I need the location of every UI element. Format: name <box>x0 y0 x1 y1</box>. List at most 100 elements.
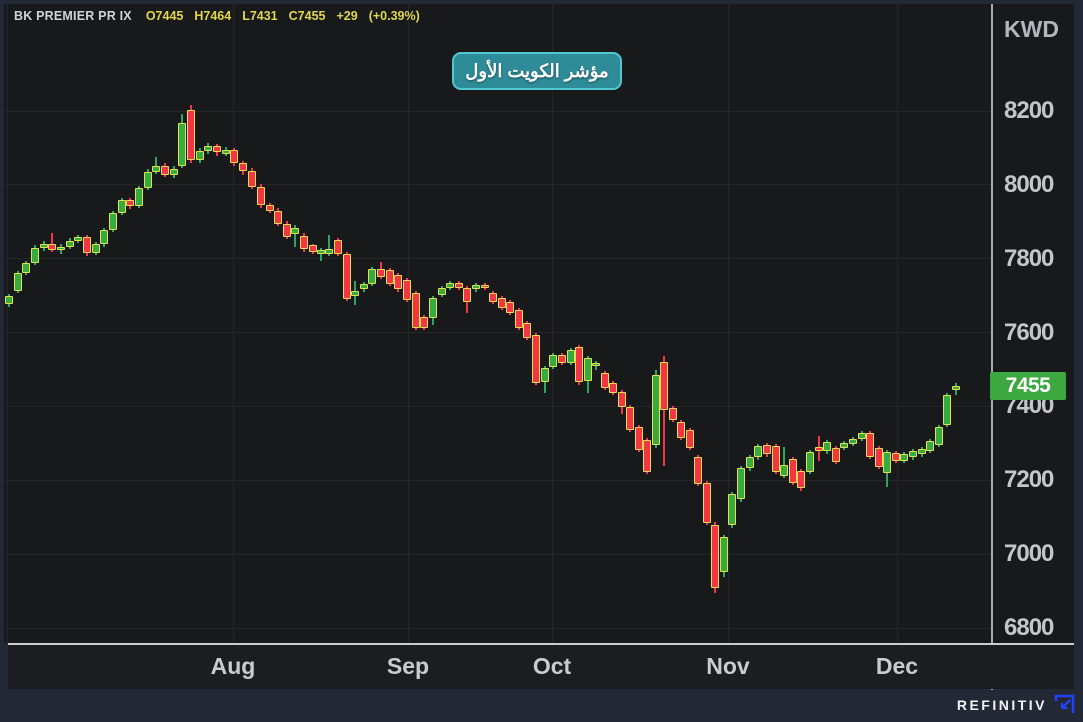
candle <box>943 394 951 425</box>
candle <box>230 150 238 164</box>
candle <box>515 310 523 329</box>
h-gridline <box>0 553 991 555</box>
branding-text: REFINITIV <box>956 696 1047 713</box>
window-edge-left <box>0 0 4 643</box>
candle-wick <box>783 447 785 479</box>
candle <box>746 457 754 469</box>
v-gridline <box>728 0 729 643</box>
candle <box>360 284 368 290</box>
candle <box>618 392 626 408</box>
candle <box>196 150 204 161</box>
candle <box>823 441 831 452</box>
candle <box>909 451 917 458</box>
index-name-text: مؤشر الكويت الأول <box>465 60 609 81</box>
candle <box>325 249 333 254</box>
index-name-badge: مؤشر الكويت الأول <box>452 52 622 90</box>
last-price-badge: 7455 <box>990 372 1066 400</box>
candle <box>523 322 531 339</box>
candle <box>952 386 960 390</box>
open-value: O7445 <box>145 9 184 23</box>
v-gridline <box>408 0 409 643</box>
candle <box>481 284 489 289</box>
candle <box>609 383 617 394</box>
candle <box>489 293 497 302</box>
candle-wick <box>155 156 157 175</box>
candle <box>463 288 471 303</box>
candle <box>386 270 394 285</box>
chart-background <box>0 0 1083 643</box>
candle <box>575 347 583 383</box>
candle <box>377 269 385 278</box>
h-gridline <box>0 405 991 407</box>
candle <box>754 446 762 458</box>
candle <box>343 254 351 299</box>
candle <box>935 427 943 446</box>
candle <box>558 355 566 363</box>
candle <box>135 187 143 207</box>
candle <box>213 146 221 153</box>
candle <box>83 237 91 254</box>
x-axis-strip[interactable]: Aug Sep Oct Nov Dec <box>8 645 1074 689</box>
candle <box>858 433 866 440</box>
candle <box>592 362 600 367</box>
y-axis-separator <box>991 0 993 690</box>
x-axis-tick: Dec <box>875 653 919 679</box>
candle <box>92 244 100 254</box>
candle <box>498 297 506 308</box>
candle <box>48 244 56 250</box>
candle <box>677 421 685 438</box>
candle <box>567 349 575 363</box>
candle <box>14 272 22 292</box>
candle <box>626 407 634 431</box>
x-axis-tick: Sep <box>386 653 430 679</box>
candle <box>780 464 788 476</box>
candle <box>394 274 402 290</box>
y-axis-tick: 7600 <box>1004 318 1054 346</box>
candle <box>204 146 212 151</box>
net-change: +29 <box>336 9 358 23</box>
y-axis-tick: 8000 <box>1004 170 1054 198</box>
v-gridline <box>552 0 553 643</box>
candle <box>643 440 651 473</box>
bottom-bar: REFINITIV <box>0 690 1083 722</box>
candle <box>283 223 291 237</box>
candle <box>257 186 265 206</box>
candle <box>412 293 420 329</box>
price-chart-canvas[interactable] <box>0 0 991 643</box>
branding: REFINITIV <box>957 694 1075 715</box>
last-price-value: 7455 <box>1005 374 1051 397</box>
y-axis-tick: 8200 <box>1004 97 1054 124</box>
candle <box>789 458 797 484</box>
candle <box>368 269 376 285</box>
candle <box>429 297 437 319</box>
x-axis-tick: Aug <box>210 653 256 679</box>
high-value: H7464 <box>194 9 232 23</box>
candle <box>918 448 926 455</box>
candle <box>866 433 874 457</box>
refinitiv-logo-icon <box>1054 694 1075 713</box>
candle <box>438 287 446 295</box>
candle <box>728 494 736 526</box>
candle-wick <box>51 233 53 253</box>
candle <box>711 524 719 589</box>
candle <box>66 240 74 247</box>
candle <box>351 291 359 296</box>
candle <box>694 457 702 484</box>
candle <box>455 282 463 289</box>
h-gridline <box>0 332 991 334</box>
x-axis-tick: Nov <box>706 653 750 679</box>
candle <box>5 295 13 304</box>
candle <box>926 440 934 452</box>
candle <box>170 169 178 175</box>
percent-change: (+0.39%) <box>368 9 420 23</box>
h-gridline <box>0 479 991 481</box>
candle <box>317 250 325 254</box>
candle <box>584 358 592 382</box>
candle <box>892 452 900 462</box>
close-value: C7455 <box>288 9 326 23</box>
candle <box>797 471 805 488</box>
candle <box>334 240 342 255</box>
candle <box>100 229 108 245</box>
low-value: L7431 <box>242 9 278 23</box>
